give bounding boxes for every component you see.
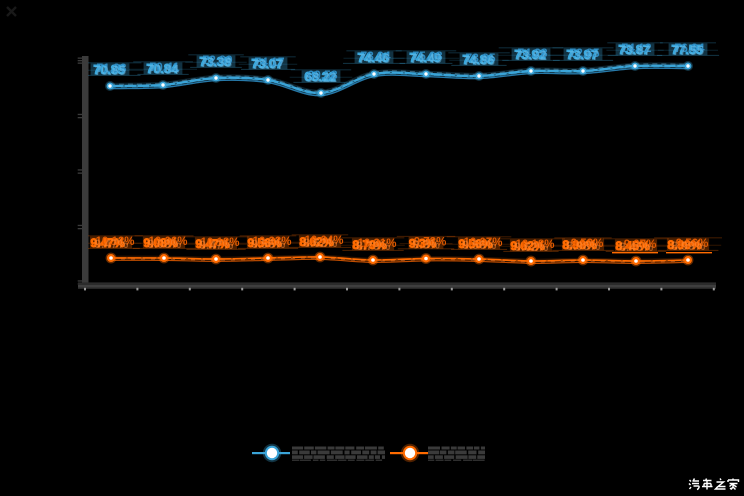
svg-text:68.22: 68.22	[304, 70, 335, 84]
svg-text:73.38: 73.38	[201, 56, 232, 70]
svg-text:10.12%: 10.12%	[95, 236, 134, 248]
svg-text:8.62%: 8.62%	[303, 236, 337, 250]
svg-text:8.98%: 8.98%	[562, 238, 596, 252]
svg-text:10.31%: 10.31%	[357, 238, 396, 250]
svg-text:70.85: 70.85	[95, 64, 126, 78]
svg-text:72.89: 72.89	[202, 53, 232, 67]
svg-text:9.56%: 9.56%	[247, 236, 281, 250]
svg-text:9.56%: 9.56%	[462, 238, 496, 252]
svg-text:74.17: 74.17	[254, 55, 284, 69]
svg-text:9.47%: 9.47%	[94, 237, 128, 251]
svg-text:77.55: 77.55	[671, 43, 702, 57]
svg-text:74.86: 74.86	[462, 53, 493, 67]
svg-text:9.3%: 9.3%	[409, 237, 437, 251]
svg-text:73.95: 73.95	[465, 51, 495, 65]
svg-text:10.04%: 10.04%	[304, 235, 343, 247]
svg-text:8.79%: 8.79%	[352, 238, 386, 252]
svg-text:73.87: 73.87	[618, 43, 649, 57]
svg-text:74.49: 74.49	[411, 52, 442, 66]
svg-text:10.23%: 10.23%	[252, 236, 291, 248]
svg-text:9.47%: 9.47%	[90, 236, 124, 250]
svg-text:9.56%: 9.56%	[458, 237, 492, 251]
svg-text:73.92: 73.92	[514, 48, 545, 62]
svg-text:74.46: 74.46	[357, 51, 388, 65]
svg-text:74.12: 74.12	[621, 41, 651, 55]
svg-text:9.62%: 9.62%	[510, 239, 544, 253]
svg-text:74.86: 74.86	[464, 54, 495, 68]
svg-text:74.49: 74.49	[409, 51, 440, 65]
svg-text:8.99%: 8.99%	[671, 239, 705, 253]
svg-text:74.28: 74.28	[517, 46, 547, 60]
svg-text:9.07%: 9.07%	[624, 239, 657, 251]
svg-text:9.08%: 9.08%	[143, 236, 177, 250]
svg-text:73.94: 73.94	[360, 49, 390, 63]
svg-text:9.3%: 9.3%	[413, 238, 441, 252]
svg-text:72.85: 72.85	[569, 46, 599, 60]
svg-text:70.41: 70.41	[149, 60, 179, 74]
svg-text:73.07: 73.07	[253, 58, 284, 72]
svg-text:9.56%: 9.56%	[676, 238, 709, 250]
svg-text:70.84: 70.84	[146, 62, 177, 76]
svg-text:73.92: 73.92	[516, 49, 547, 63]
svg-text:73.87: 73.87	[620, 44, 651, 58]
svg-text:9.62%: 9.62%	[514, 240, 548, 254]
svg-text:70.85: 70.85	[93, 63, 124, 77]
svg-text:8.45%: 8.45%	[619, 240, 653, 254]
svg-text:9.52%: 9.52%	[571, 238, 604, 250]
svg-text:71.23: 71.23	[96, 61, 126, 75]
svg-text:9.47%: 9.47%	[195, 237, 229, 251]
svg-text:69.58: 69.58	[307, 68, 337, 82]
svg-text:68.22: 68.22	[306, 71, 337, 85]
svg-text:76.84: 76.84	[674, 41, 704, 55]
svg-text:74.46: 74.46	[359, 52, 390, 66]
svg-text:9.56%: 9.56%	[251, 237, 285, 251]
svg-text:75.08: 75.08	[412, 49, 442, 63]
svg-text:8.62%: 8.62%	[299, 235, 333, 249]
svg-text:10.06%: 10.06%	[148, 236, 187, 248]
svg-text:8.98%: 8.98%	[566, 239, 600, 253]
svg-text:10.07%: 10.07%	[463, 237, 502, 249]
svg-text:9.47%: 9.47%	[199, 238, 233, 252]
svg-text:10.18%: 10.18%	[515, 239, 554, 251]
svg-text:77.55: 77.55	[673, 44, 704, 58]
svg-text:9.78%: 9.78%	[414, 236, 447, 248]
svg-text:70.84: 70.84	[148, 63, 179, 77]
svg-text:73.97: 73.97	[566, 48, 597, 62]
svg-text:8.99%: 8.99%	[667, 238, 701, 252]
svg-text:10.18%: 10.18%	[200, 237, 239, 249]
svg-text:73.97: 73.97	[568, 49, 599, 63]
svg-text:8.45%: 8.45%	[615, 239, 649, 253]
svg-text:73.07: 73.07	[251, 57, 282, 71]
svg-text:9.08%: 9.08%	[147, 237, 181, 251]
svg-text:73.38: 73.38	[199, 55, 230, 69]
svg-text:8.79%: 8.79%	[356, 239, 390, 253]
